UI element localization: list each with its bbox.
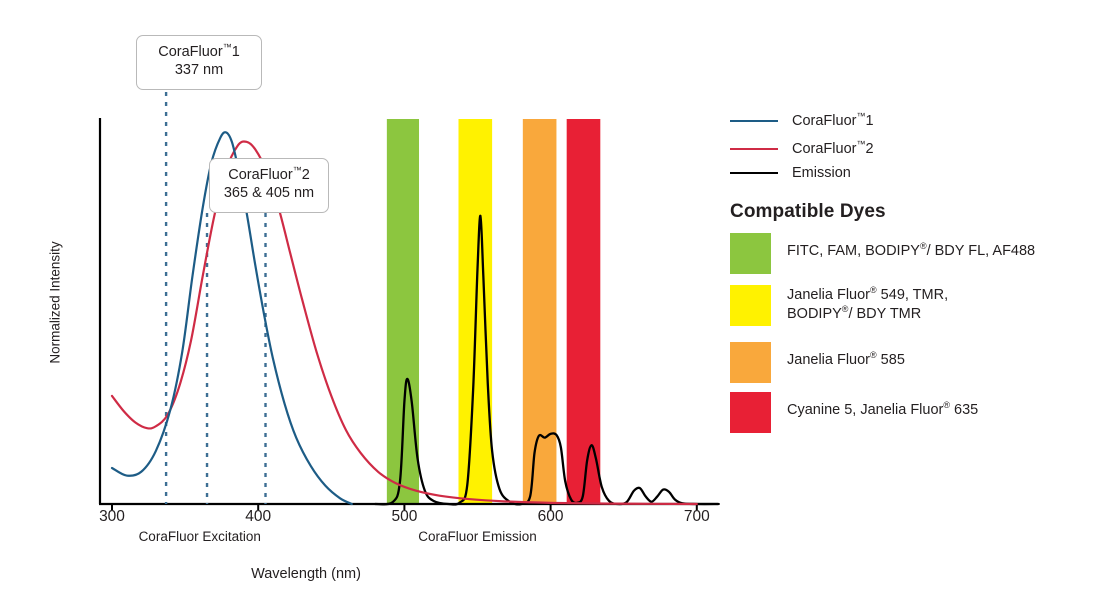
legend-line-emission xyxy=(730,172,778,174)
excitation-region-label: CoraFluor Excitation xyxy=(138,529,261,544)
legend-item-emission: Emission xyxy=(730,165,851,181)
red-band xyxy=(566,119,601,504)
legend-line-corafluor1 xyxy=(730,120,778,122)
legend-label-corafluor1: CoraFluor™1 xyxy=(792,111,874,129)
legend-item-corafluor1: CoraFluor™1 xyxy=(730,111,874,129)
emission-region-label: CoraFluor Emission xyxy=(418,529,537,544)
x-tick-700: 700 xyxy=(683,508,710,525)
legend-label-corafluor2: CoraFluor™2 xyxy=(792,139,874,157)
dye-item-yellow: Janelia Fluor® 549, TMR, BODIPY®/ BDY TM… xyxy=(730,285,948,326)
legend-label-emission: Emission xyxy=(792,165,851,181)
orange-band xyxy=(522,119,557,504)
dye-swatch-red xyxy=(730,392,771,433)
dye-label-yellow: Janelia Fluor® 549, TMR, BODIPY®/ BDY TM… xyxy=(787,285,949,323)
series-curve-emission xyxy=(374,214,720,506)
legend-item-corafluor2: CoraFluor™2 xyxy=(730,139,874,157)
callout-corafluor2: CoraFluor™2 365 & 405 nm xyxy=(209,158,329,213)
legend-panel: CoraFluor™1 CoraFluor™2 Emission Compati… xyxy=(730,0,1110,612)
spectra-chart xyxy=(98,92,720,510)
callout-corafluor2-value: 365 & 405 nm xyxy=(223,185,315,202)
x-axis-label: Wavelength (nm) xyxy=(251,566,361,582)
callout-corafluor1-value: 337 nm xyxy=(174,62,224,79)
dye-label-orange: Janelia Fluor® 585 xyxy=(787,350,905,368)
y-axis-label: Normalized Intensity xyxy=(47,241,63,364)
x-tick-400: 400 xyxy=(245,508,272,525)
dye-label-green: FITC, FAM, BODIPY®/ BDY FL, AF488 xyxy=(787,241,1036,259)
legend-line-corafluor2 xyxy=(730,148,778,150)
callout-corafluor2-title: CoraFluor™2 xyxy=(228,165,310,183)
x-tick-500: 500 xyxy=(391,508,418,525)
series-curve-corafluor1 xyxy=(110,131,353,506)
dye-swatch-yellow xyxy=(730,285,771,326)
dye-item-green: FITC, FAM, BODIPY®/ BDY FL, AF488 xyxy=(730,233,1035,274)
dye-swatch-orange xyxy=(730,342,771,383)
x-tick-600: 600 xyxy=(537,508,564,525)
dye-label-red: Cyanine 5, Janelia Fluor® 635 xyxy=(787,400,979,418)
dye-swatch-green xyxy=(730,233,771,274)
x-tick-300: 300 xyxy=(99,508,125,525)
compatible-dyes-heading: Compatible Dyes xyxy=(730,201,886,222)
plot-area: 300 400 500 600 700 CoraFluor Excitation… xyxy=(47,35,720,582)
dye-item-orange: Janelia Fluor® 585 xyxy=(730,342,905,383)
dye-item-red: Cyanine 5, Janelia Fluor® 635 xyxy=(730,392,978,433)
callout-corafluor1-title: CoraFluor™1 xyxy=(158,42,240,60)
callout-corafluor1: CoraFluor™1 337 nm xyxy=(136,35,262,90)
